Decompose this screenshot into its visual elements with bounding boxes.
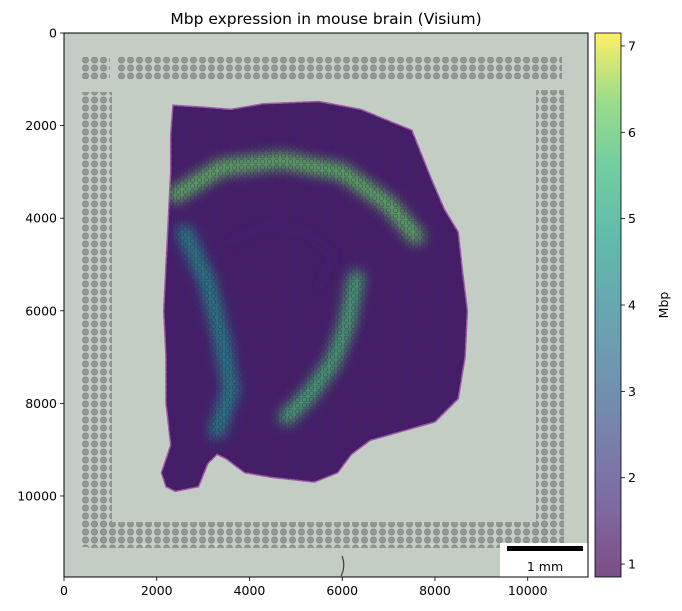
colorbar-tick-label: 2: [628, 470, 636, 485]
colorbar-label: Mbp: [656, 292, 671, 319]
x-tick-label: 2000: [141, 583, 173, 598]
colorbar-tick-label: 5: [628, 211, 636, 226]
x-tick-label: 10000: [508, 583, 548, 598]
y-tick-label: 6000: [25, 303, 57, 318]
x-tick-label: 6000: [326, 583, 358, 598]
x-tick-label: 0: [60, 583, 68, 598]
y-tick-label: 10000: [17, 488, 57, 503]
colorbar-tick-label: 1: [628, 557, 636, 572]
y-axis: 0 2000 4000 6000 8000 10000: [17, 26, 64, 503]
colorbar-tick-label: 6: [628, 125, 636, 140]
y-tick-label: 8000: [25, 396, 57, 411]
y-tick-label: 0: [49, 26, 57, 41]
colorbar-tick-label: 7: [628, 38, 636, 53]
colorbar-tick-label: 3: [628, 384, 636, 399]
y-tick-label: 2000: [25, 118, 57, 133]
colorbar: 1 2 3 4 5 6 7 Mbp: [594, 32, 671, 578]
tissue-debris: [340, 555, 345, 577]
x-tick-label: 8000: [419, 583, 451, 598]
tissue-section: [160, 100, 469, 493]
scalebar-label: 1 mm: [527, 559, 563, 574]
visium-spot-grid: [161, 101, 468, 492]
scalebar-bar: [507, 546, 583, 551]
colorbar-tick-label: 4: [628, 298, 636, 313]
plot-area: 1 mm: [64, 33, 588, 577]
y-tick-label: 4000: [25, 211, 57, 226]
fiducial-frame: [80, 57, 564, 550]
x-axis: 0 2000 4000 6000 8000 10000: [60, 577, 548, 598]
chart-title: Mbp expression in mouse brain (Visium): [170, 10, 481, 28]
plot-frame: [63, 32, 589, 578]
colorbar-ticks: 1 2 3 4 5 6 7: [621, 38, 636, 572]
x-tick-label: 4000: [234, 583, 266, 598]
colorbar-gradient: [595, 33, 621, 577]
scalebar: 1 mm: [500, 543, 588, 577]
